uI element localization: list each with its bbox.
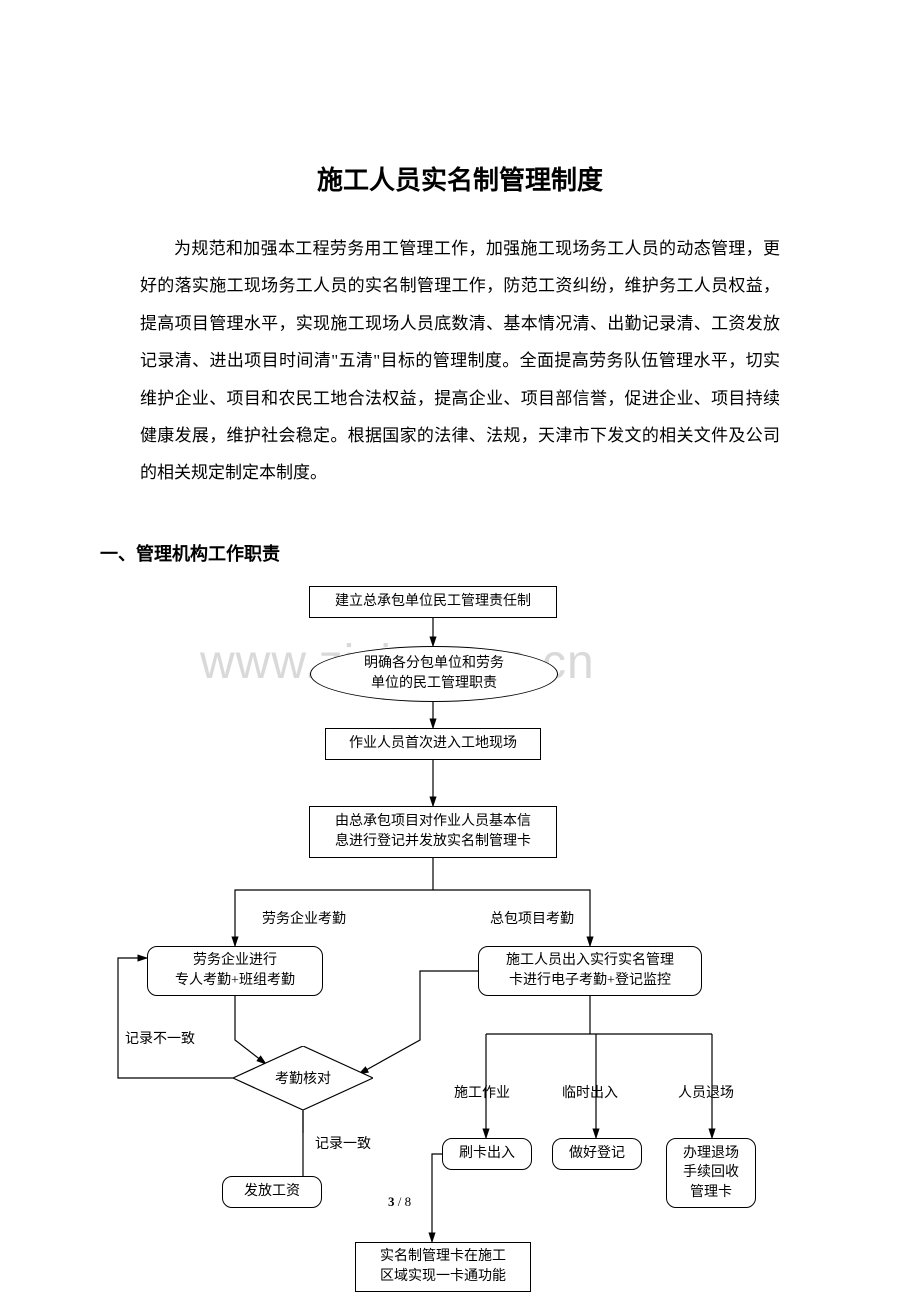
flowchart-node-n9: 刷卡出入 [442, 1138, 532, 1170]
flowchart-label-l4: 记录一致 [315, 1133, 371, 1153]
flowchart-node-n2: 明确各分包单位和劳务单位的民工管理职责 [310, 646, 558, 702]
page-number: 3 / 8 [388, 1194, 411, 1210]
page-total: 8 [405, 1194, 412, 1209]
flowchart-edge [432, 1154, 442, 1242]
section-heading: 一、管理机构工作职责 [100, 540, 280, 566]
page-title: 施工人员实名制管理制度 [0, 160, 920, 197]
flowchart-label-l6: 临时出入 [562, 1082, 618, 1102]
flowchart-label-l1: 劳务企业考勤 [262, 908, 346, 928]
flowchart-node-n6: 施工人员出入实行实名管理卡进行电子考勤+登记监控 [478, 946, 702, 996]
flowchart-edge [359, 971, 478, 1074]
flowchart-label-l2: 总包项目考勤 [490, 908, 574, 928]
flowchart-label-l3: 记录不一致 [125, 1028, 195, 1048]
flowchart-node-n8: 发放工资 [222, 1176, 322, 1208]
flowchart-node-n7: 考勤核对 [233, 1046, 373, 1110]
flowchart: 建立总承包单位民工管理责任制明确各分包单位和劳务单位的民工管理职责作业人员首次进… [0, 578, 920, 1298]
flowchart-node-n4: 由总承包项目对作业人员基本信息进行登记并发放实名制管理卡 [309, 806, 557, 858]
flowchart-node-n5: 劳务企业进行专人考勤+班组考勤 [147, 946, 323, 996]
flowchart-node-n3: 作业人员首次进入工地现场 [325, 728, 541, 760]
flowchart-label-l7: 人员退场 [678, 1082, 734, 1102]
flowchart-label-l5: 施工作业 [454, 1082, 510, 1102]
flowchart-node-n12: 实名制管理卡在施工区域实现一卡通功能 [355, 1242, 531, 1292]
flowchart-edge [118, 958, 147, 1038]
flowchart-node-n1: 建立总承包单位民工管理责任制 [309, 586, 557, 618]
flowchart-node-n11: 办理退场手续回收管理卡 [666, 1138, 756, 1208]
flowchart-node-n10: 做好登记 [552, 1138, 642, 1170]
page-current: 3 [388, 1194, 395, 1209]
intro-paragraph: 为规范和加强本工程劳务用工管理工作，加强施工现场务工人员的动态管理，更好的落实施… [140, 230, 780, 492]
